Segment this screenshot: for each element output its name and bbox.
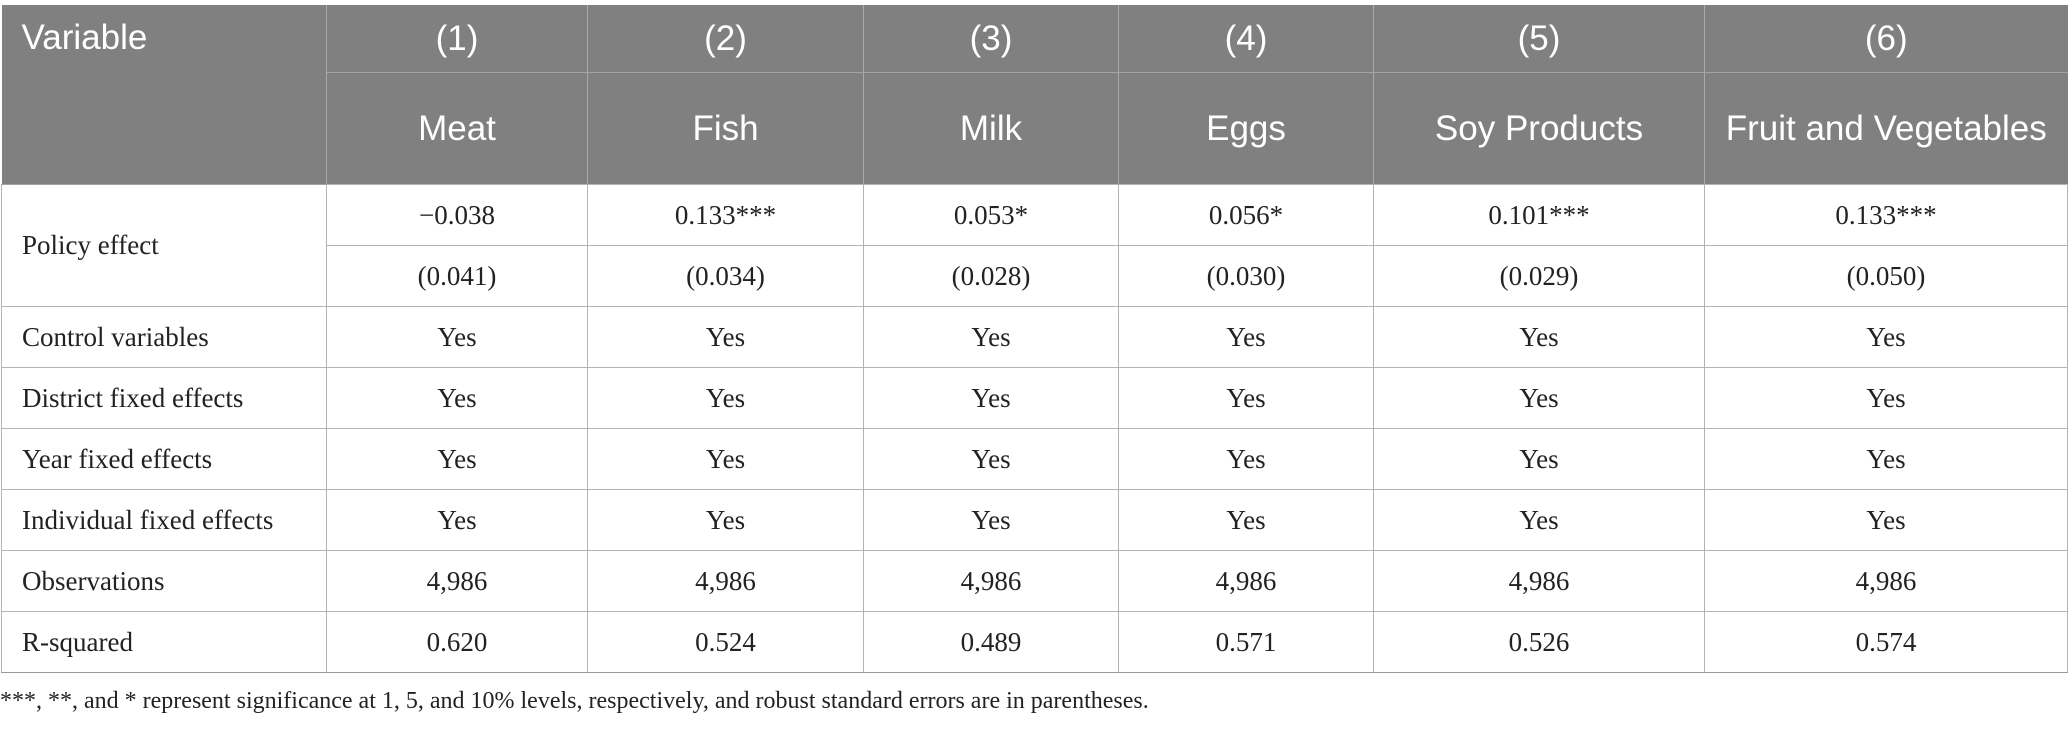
table-cell: Yes	[1373, 367, 1705, 429]
coefficient-cell: 0.056*	[1118, 184, 1374, 246]
header-col-number: (4)	[1118, 5, 1374, 73]
regression-table-container: Variable (1) (2) (3) (4) (5) (6) Meat Fi…	[1, 5, 2068, 673]
table-cell: Yes	[1118, 428, 1374, 490]
table-body: Policy effect −0.038 0.133*** 0.053* 0.0…	[1, 184, 2068, 673]
table-cell: 0.526	[1373, 611, 1705, 673]
table-cell: Yes	[587, 367, 864, 429]
table-cell: Yes	[1373, 306, 1705, 368]
table-cell: 4,986	[1118, 550, 1374, 612]
table-row: Control variables Yes Yes Yes Yes Yes Ye…	[1, 306, 2068, 368]
table-cell: Yes	[1373, 428, 1705, 490]
coefficient-cell: −0.038	[326, 184, 588, 246]
row-label: R-squared	[1, 611, 327, 673]
table-row-policy-coefficients: Policy effect −0.038 0.133*** 0.053* 0.0…	[1, 184, 2068, 307]
header-col-name: Milk	[863, 72, 1119, 185]
table-cell: Yes	[326, 428, 588, 490]
coefficient-cell: 0.053*	[863, 184, 1119, 246]
standard-error-cell: (0.050)	[1704, 245, 2068, 307]
table-cell: Yes	[587, 428, 864, 490]
table-cell: Yes	[1704, 306, 2068, 368]
table-cell: Yes	[1118, 367, 1374, 429]
row-label: Observations	[1, 550, 327, 612]
header-col-name: Soy Products	[1373, 72, 1705, 185]
table-row: Year fixed effects Yes Yes Yes Yes Yes Y…	[1, 428, 2068, 490]
table-cell: 0.620	[326, 611, 588, 673]
table-cell: Yes	[326, 367, 588, 429]
table-cell: 4,986	[587, 550, 864, 612]
table-cell: 0.524	[587, 611, 864, 673]
header-variable: Variable	[1, 5, 327, 185]
header-col-number: (2)	[587, 5, 864, 73]
header-col-name: Meat	[326, 72, 588, 185]
regression-results-table: Variable (1) (2) (3) (4) (5) (6) Meat Fi…	[1, 5, 2068, 673]
coefficient-cell: 0.101***	[1373, 184, 1705, 246]
header-col-number: (3)	[863, 5, 1119, 73]
standard-error-cell: (0.029)	[1373, 245, 1705, 307]
table-row: District fixed effects Yes Yes Yes Yes Y…	[1, 367, 2068, 429]
table-footnote: ***, **, and * represent significance at…	[0, 688, 1149, 714]
table-cell: Yes	[1704, 489, 2068, 551]
table-cell: Yes	[587, 306, 864, 368]
standard-error-cell: (0.034)	[587, 245, 864, 307]
table-row: R-squared 0.620 0.524 0.489 0.571 0.526 …	[1, 611, 2068, 673]
table-cell: 4,986	[326, 550, 588, 612]
standard-error-cell: (0.041)	[326, 245, 588, 307]
row-label: Control variables	[1, 306, 327, 368]
table-cell: Yes	[1704, 367, 2068, 429]
table-cell: Yes	[587, 489, 864, 551]
header-row-names: Meat Fish Milk Eggs Soy Products Fruit a…	[2, 72, 2068, 185]
table-cell: Yes	[326, 306, 588, 368]
table-row-policy-standard-errors: (0.041) (0.034) (0.028) (0.030) (0.029) …	[2, 245, 2068, 307]
header-col-name: Eggs	[1118, 72, 1374, 185]
table-row: Observations 4,986 4,986 4,986 4,986 4,9…	[1, 550, 2068, 612]
standard-error-cell: (0.028)	[863, 245, 1119, 307]
table-cell: Yes	[863, 367, 1119, 429]
table-cell: 0.571	[1118, 611, 1374, 673]
table-cell: 4,986	[1373, 550, 1705, 612]
table-cell: Yes	[1118, 489, 1374, 551]
header-row-numbers: Variable (1) (2) (3) (4) (5) (6)	[1, 5, 2068, 185]
header-col-number: (5)	[1373, 5, 1705, 73]
header-col-number: (1)	[326, 5, 588, 73]
row-label: Individual fixed effects	[1, 489, 327, 551]
table-cell: Yes	[1118, 306, 1374, 368]
row-label-policy-effect: Policy effect	[1, 184, 327, 307]
table-cell: 4,986	[863, 550, 1119, 612]
table-cell: Yes	[863, 489, 1119, 551]
table-cell: Yes	[326, 489, 588, 551]
coefficient-cell: 0.133***	[587, 184, 864, 246]
standard-error-cell: (0.030)	[1118, 245, 1374, 307]
table-cell: Yes	[1373, 489, 1705, 551]
row-label: District fixed effects	[1, 367, 327, 429]
coefficient-cell: 0.133***	[1704, 184, 2068, 246]
table-cell: 0.574	[1704, 611, 2068, 673]
header-col-name: Fruit and Vegetables	[1704, 72, 2068, 185]
header-col-number: (6)	[1704, 5, 2068, 73]
table-cell: Yes	[1704, 428, 2068, 490]
table-cell: Yes	[863, 428, 1119, 490]
table-cell: Yes	[863, 306, 1119, 368]
row-label: Year fixed effects	[1, 428, 327, 490]
table-cell: 0.489	[863, 611, 1119, 673]
table-row: Individual fixed effects Yes Yes Yes Yes…	[1, 489, 2068, 551]
table-cell: 4,986	[1704, 550, 2068, 612]
header-col-name: Fish	[587, 72, 864, 185]
table-header: Variable (1) (2) (3) (4) (5) (6) Meat Fi…	[1, 5, 2068, 185]
